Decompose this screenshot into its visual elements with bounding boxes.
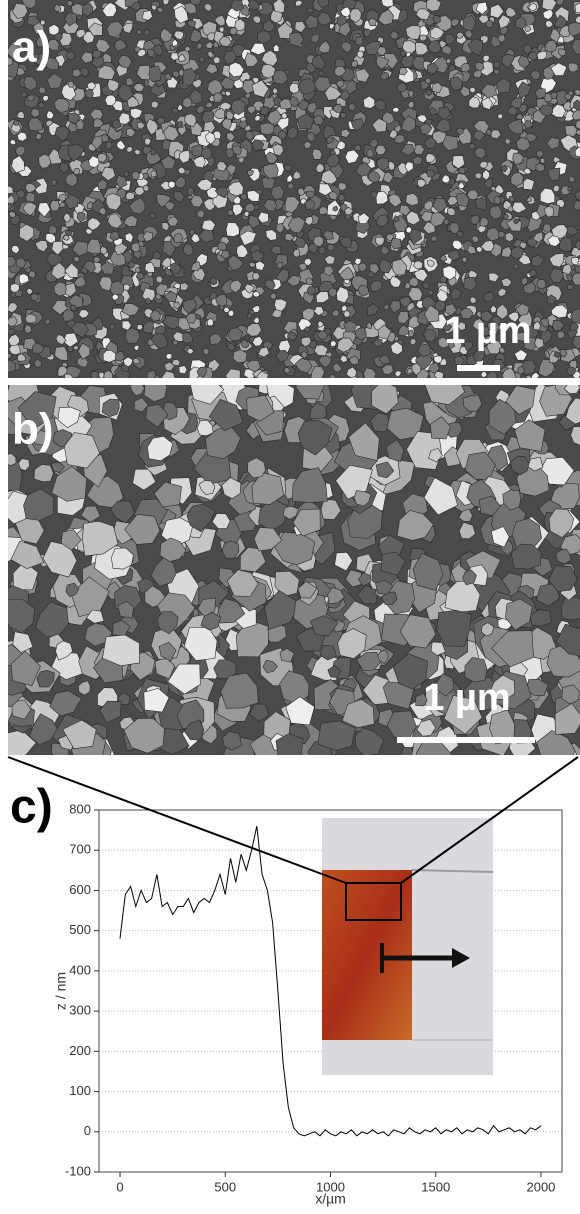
- grain: [99, 372, 104, 379]
- y-tick-label: 700: [69, 842, 91, 857]
- grain: [260, 123, 275, 135]
- grain: [273, 0, 285, 13]
- grain: [575, 90, 580, 96]
- y-tick-label: 200: [69, 1043, 91, 1058]
- figure: a) 1 µm b) 1 µm c) -100 0 100 200 300 400 500 6…: [0, 0, 580, 1214]
- grain: [166, 354, 172, 360]
- grain: [103, 351, 116, 363]
- grain: [74, 256, 80, 262]
- y-tick-label: 500: [69, 922, 91, 937]
- grain: [327, 244, 334, 251]
- grain: [319, 207, 327, 215]
- grain: [6, 354, 12, 359]
- scale-bar: [397, 737, 535, 743]
- panel-label: a): [12, 23, 51, 72]
- y-tick-label: 300: [69, 1003, 91, 1018]
- grain: [150, 213, 155, 219]
- y-tick-label: 800: [69, 801, 91, 816]
- grain: [498, 114, 503, 119]
- grain: [561, 597, 580, 621]
- grain: [319, 71, 324, 76]
- grain: [213, 42, 219, 48]
- grain: [36, 133, 42, 139]
- grain: [51, 179, 56, 185]
- grain: [290, 83, 300, 93]
- x-tick-label: 1500: [421, 1179, 450, 1194]
- grain: [375, 237, 384, 245]
- grain: [227, 210, 233, 215]
- y-tick-label: 600: [69, 882, 91, 897]
- grain: [67, 0, 73, 6]
- scale-bar: [457, 365, 500, 371]
- grain: [152, 5, 157, 10]
- x-axis-label: x/µm: [315, 1191, 346, 1207]
- grain: [172, 359, 180, 365]
- grain: [228, 310, 234, 316]
- grain: [401, 747, 413, 759]
- grain: [318, 721, 356, 750]
- grain: [576, 130, 580, 135]
- panel-label: c): [10, 781, 53, 834]
- grain: [306, 191, 314, 198]
- x-tick-label: 500: [214, 1179, 236, 1194]
- inset-photo: [322, 818, 493, 1075]
- grain: [133, 358, 139, 364]
- zoom-line: [8, 757, 346, 883]
- y-axis-label: z / nm: [53, 972, 69, 1010]
- grain: [143, 185, 149, 191]
- grain: [104, 371, 113, 381]
- grain: [446, 58, 451, 63]
- grain: [2, 256, 16, 267]
- grain: [462, 257, 467, 263]
- grain: [222, 541, 239, 558]
- grain: [126, 192, 135, 200]
- grain: [50, 200, 60, 211]
- scale-bar-label: 1 µm: [423, 677, 510, 719]
- x-tick-label: 0: [116, 1179, 123, 1194]
- grain: [64, 235, 70, 240]
- grain: [94, 257, 101, 262]
- grain: [6, 204, 12, 210]
- grain: [568, 63, 578, 72]
- x-tick-label: 2000: [526, 1179, 555, 1194]
- y-tick-label: 400: [69, 962, 91, 977]
- grain: [397, 83, 406, 92]
- y-tick-label: -100: [65, 1163, 91, 1178]
- y-tick-label: 100: [69, 1083, 91, 1098]
- grain: [276, 734, 303, 767]
- grain: [307, 286, 315, 295]
- grain: [514, 264, 519, 269]
- grain: [338, 183, 346, 191]
- grain: [91, 371, 99, 379]
- grain: [45, 319, 50, 325]
- grain: [330, 375, 336, 382]
- grain: [151, 101, 158, 108]
- y-tick-label: 0: [84, 1123, 91, 1138]
- grain: [10, 284, 19, 293]
- panel-label: b): [12, 405, 54, 454]
- scale-bar-label: 1 µm: [444, 310, 531, 352]
- grain: [149, 66, 161, 82]
- grain: [136, 267, 141, 273]
- grain: [418, 179, 426, 187]
